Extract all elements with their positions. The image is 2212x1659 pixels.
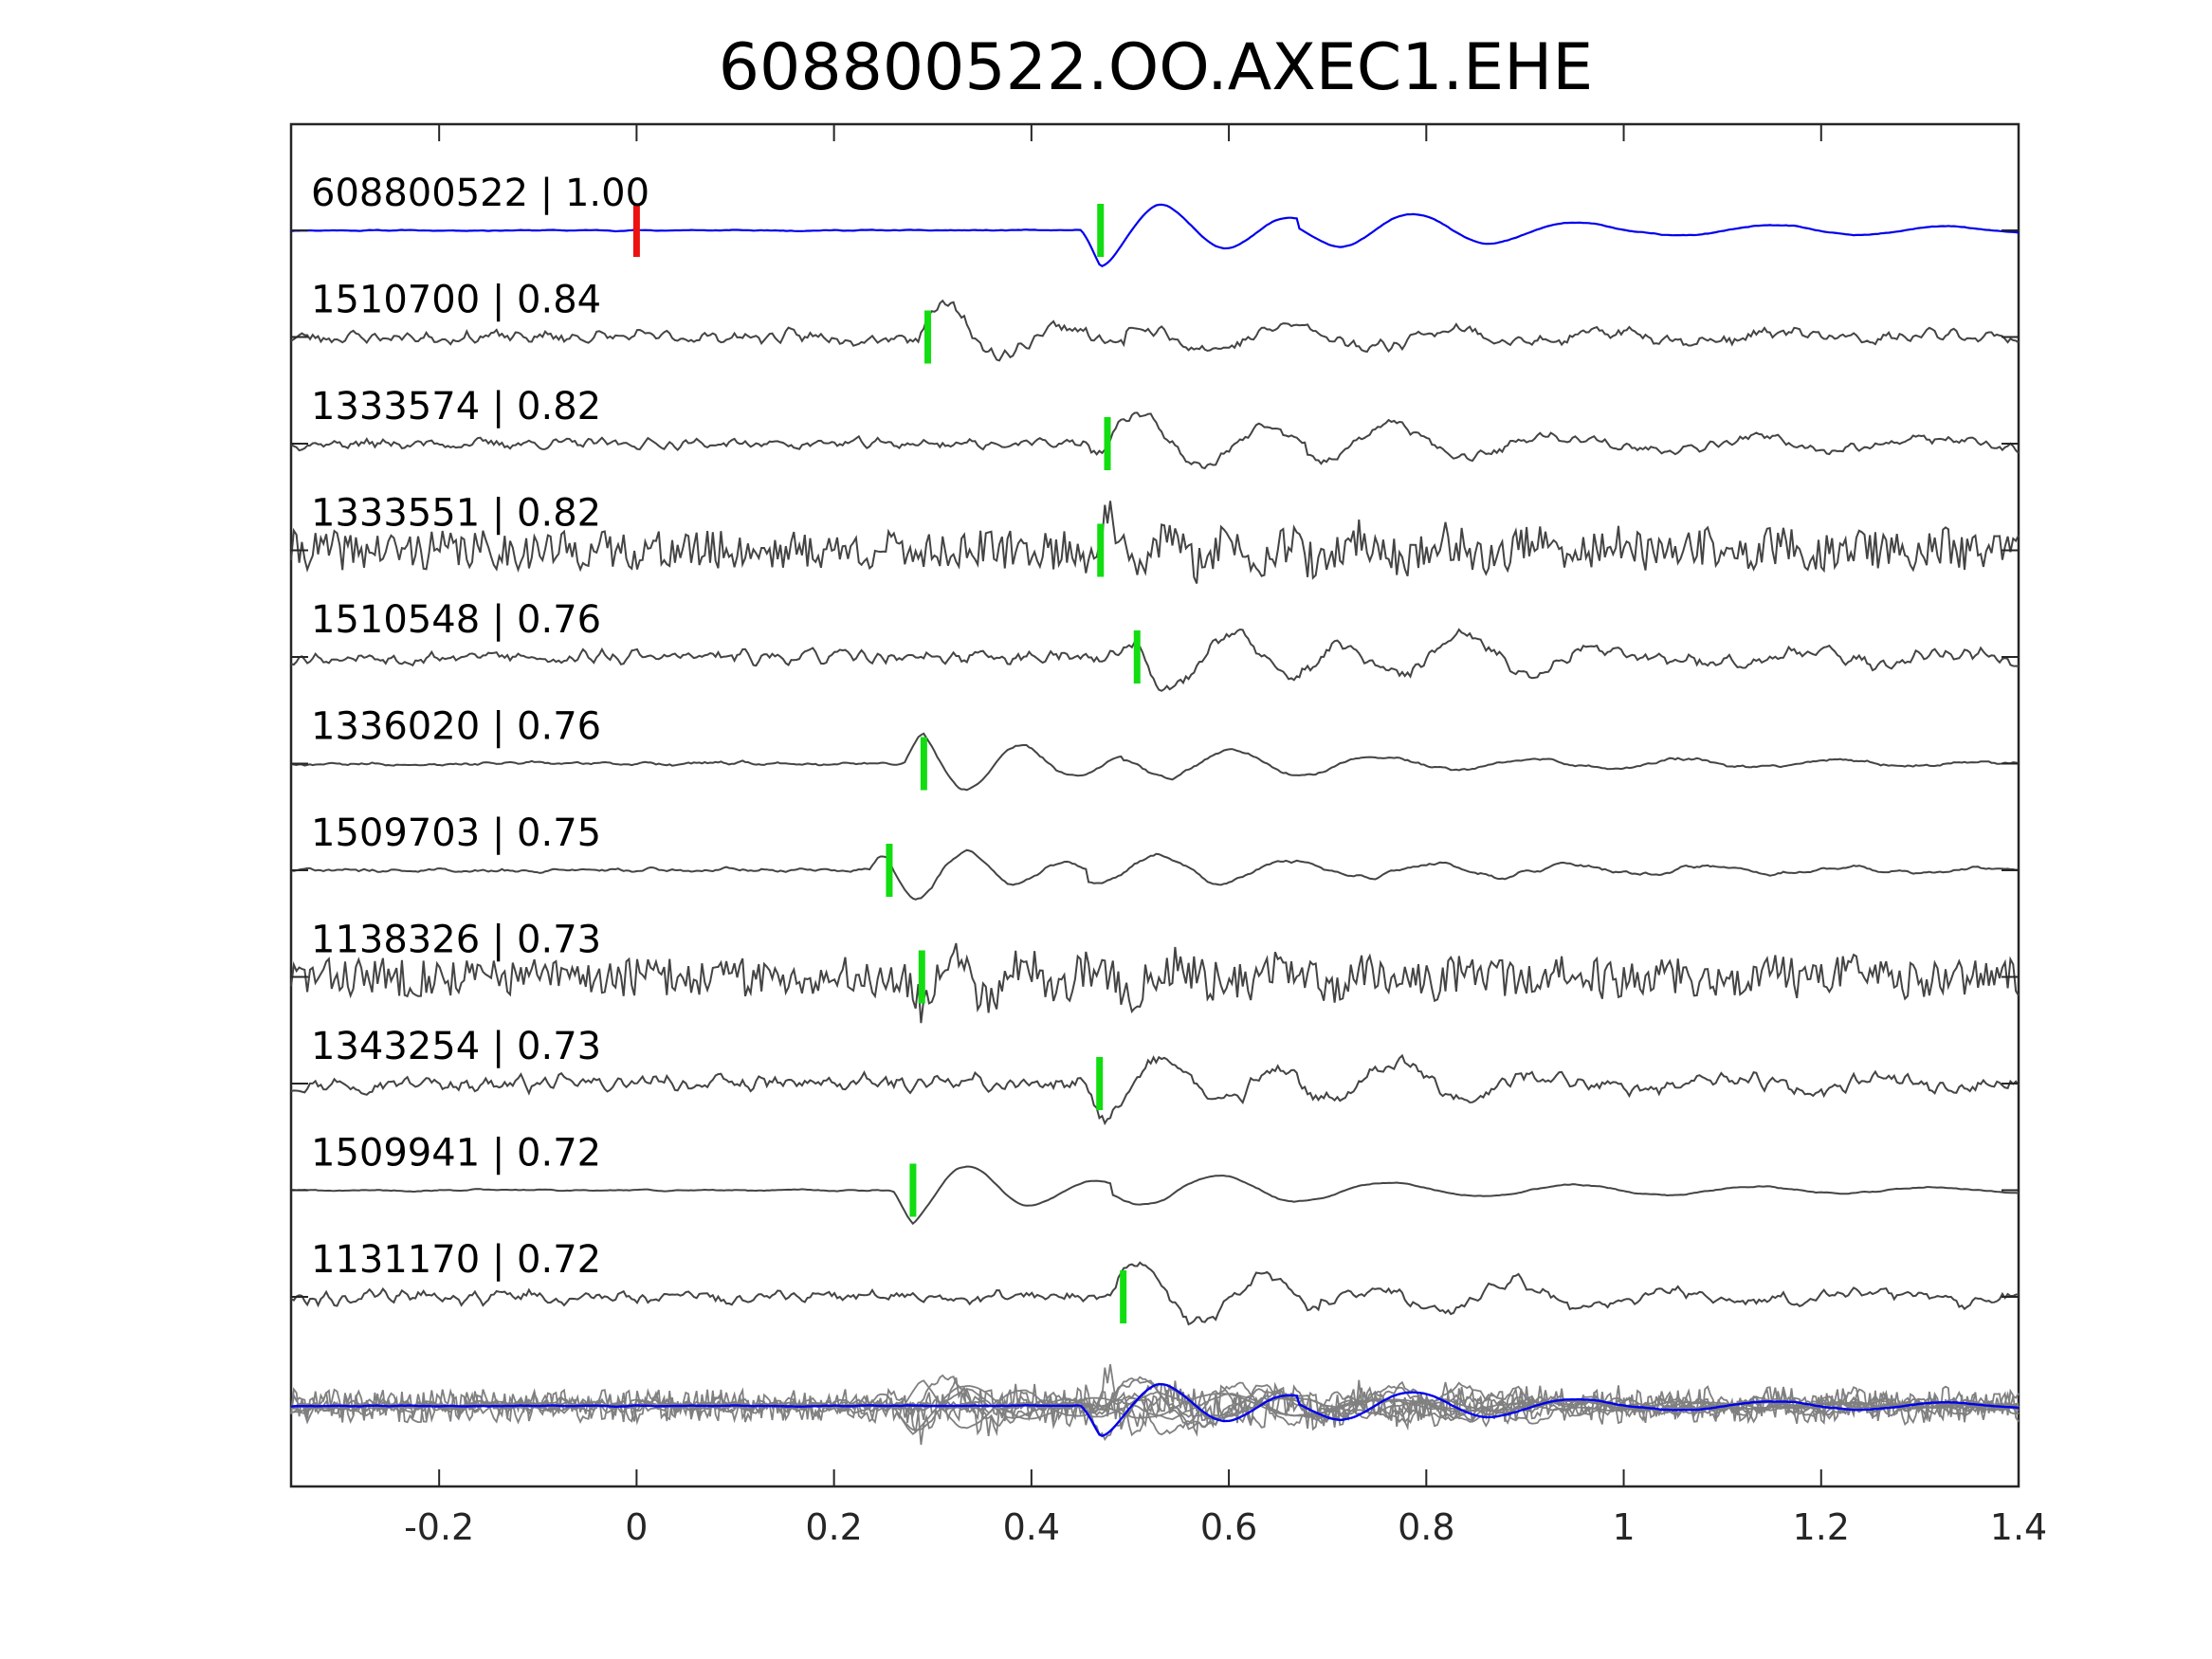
match-trace <box>290 501 2020 584</box>
trace-labels: 608800522 | 1.00 1510700 | 0.84 1333574 | … <box>311 172 649 1282</box>
trace-label: 1509941 | 0.72 <box>311 1132 601 1176</box>
x-tick-label: 0.2 <box>805 1506 862 1548</box>
x-tick-label: -0.2 <box>404 1506 474 1548</box>
plot-frame <box>289 122 2020 1488</box>
stack-match-trace <box>290 1376 2020 1431</box>
chart-title: 608800522.OO.AXEC1.EHE <box>719 30 1593 105</box>
trace-label: 1510548 | 0.76 <box>311 598 601 642</box>
stack-template-trace <box>290 1382 2020 1438</box>
picks <box>632 204 1141 1323</box>
match-trace <box>290 628 2020 692</box>
x-tick-label: 0.8 <box>1398 1506 1454 1548</box>
x-tick-label: 1.2 <box>1793 1506 1850 1548</box>
trace-label: 1138326 | 0.73 <box>311 919 601 962</box>
match-trace <box>290 1053 2020 1126</box>
trace-label: 1333574 | 0.82 <box>311 385 601 428</box>
x-tick-label: 0 <box>625 1506 648 1548</box>
x-axis: -0.2 0 0.2 0.4 0.6 0.8 1 1.2 1.4 <box>291 124 2047 1548</box>
match-trace <box>290 299 2020 362</box>
match-trace <box>290 1165 2020 1226</box>
x-tick-label: 0.6 <box>1200 1506 1257 1548</box>
match-trace <box>290 732 2020 792</box>
x-tick-label: 1 <box>1612 1506 1635 1548</box>
match-trace <box>290 1261 2020 1326</box>
trace-label: 1343254 | 0.73 <box>311 1025 601 1068</box>
trace-label: 608800522 | 1.00 <box>311 172 649 215</box>
template-trace <box>290 203 2020 267</box>
trace-label: 1131170 | 0.72 <box>311 1238 601 1282</box>
traces <box>290 203 2020 1326</box>
match-trace <box>290 848 2020 901</box>
trace-label: 1509703 | 0.75 <box>311 811 601 855</box>
trace-label: 1336020 | 0.76 <box>311 705 601 749</box>
match-trace <box>290 411 2020 470</box>
match-trace <box>290 942 2020 1024</box>
trace-label: 1510700 | 0.84 <box>311 279 601 322</box>
x-tick-label: 1.4 <box>1990 1506 2047 1548</box>
stack-overlay <box>290 1363 2020 1446</box>
trace-label: 1333551 | 0.82 <box>311 492 601 536</box>
stack-match-trace <box>290 1363 2020 1437</box>
x-tick-label: 0.4 <box>1003 1506 1060 1548</box>
